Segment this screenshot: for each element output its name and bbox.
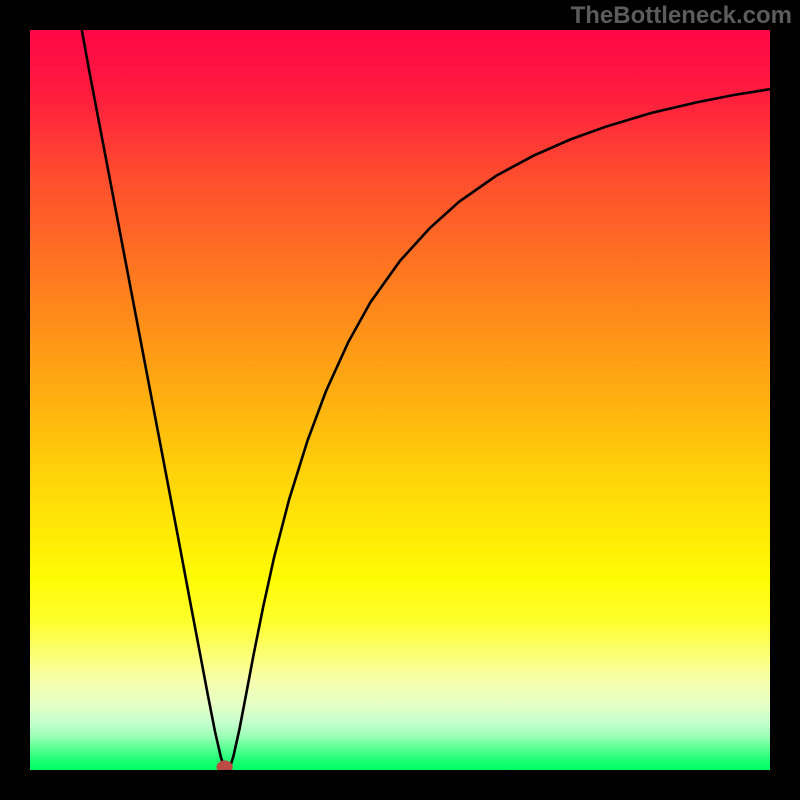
frame-bottom [0,770,800,800]
frame-left [0,0,30,800]
plot-area [30,30,770,770]
bottleneck-curve [82,30,770,770]
frame-right [770,0,800,800]
watermark-text: TheBottleneck.com [571,2,792,30]
curve-svg [30,30,770,770]
